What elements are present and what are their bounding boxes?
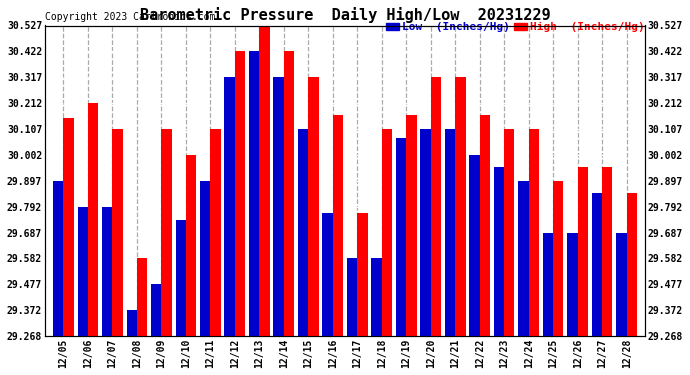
Bar [616,232,627,336]
Bar [224,77,235,336]
Bar [469,155,480,336]
Bar [235,51,245,336]
Bar [578,167,588,336]
Legend: Low  (Inches/Hg), High  (Inches/Hg): Low (Inches/Hg), High (Inches/Hg) [386,22,645,32]
Bar [357,213,368,336]
Bar [333,116,343,336]
Bar [53,181,63,336]
Bar [137,258,147,336]
Bar [88,103,98,336]
Bar [347,258,357,336]
Bar [504,129,515,336]
Bar [553,181,564,336]
Bar [308,77,319,336]
Bar [518,181,529,336]
Bar [396,138,406,336]
Bar [382,129,392,336]
Bar [371,258,382,336]
Bar [112,129,123,336]
Bar [529,129,539,336]
Bar [480,116,490,336]
Bar [420,129,431,336]
Bar [175,220,186,336]
Bar [627,193,637,336]
Bar [63,118,74,336]
Bar [567,232,578,336]
Bar [445,129,455,336]
Bar [102,207,112,336]
Bar [431,77,441,336]
Bar [186,155,196,336]
Bar [126,310,137,336]
Bar [592,193,602,336]
Bar [494,167,504,336]
Bar [602,167,613,336]
Bar [273,77,284,336]
Bar [322,213,333,336]
Bar [161,129,172,336]
Bar [543,232,553,336]
Bar [200,181,210,336]
Title: Barometric Pressure  Daily High/Low  20231229: Barometric Pressure Daily High/Low 20231… [139,7,551,23]
Bar [298,129,308,336]
Bar [259,26,270,336]
Bar [406,116,417,336]
Bar [210,129,221,336]
Bar [249,51,259,336]
Bar [77,207,88,336]
Bar [455,77,466,336]
Bar [151,284,161,336]
Text: Copyright 2023 Cartronics.com: Copyright 2023 Cartronics.com [45,12,215,22]
Bar [284,51,294,336]
